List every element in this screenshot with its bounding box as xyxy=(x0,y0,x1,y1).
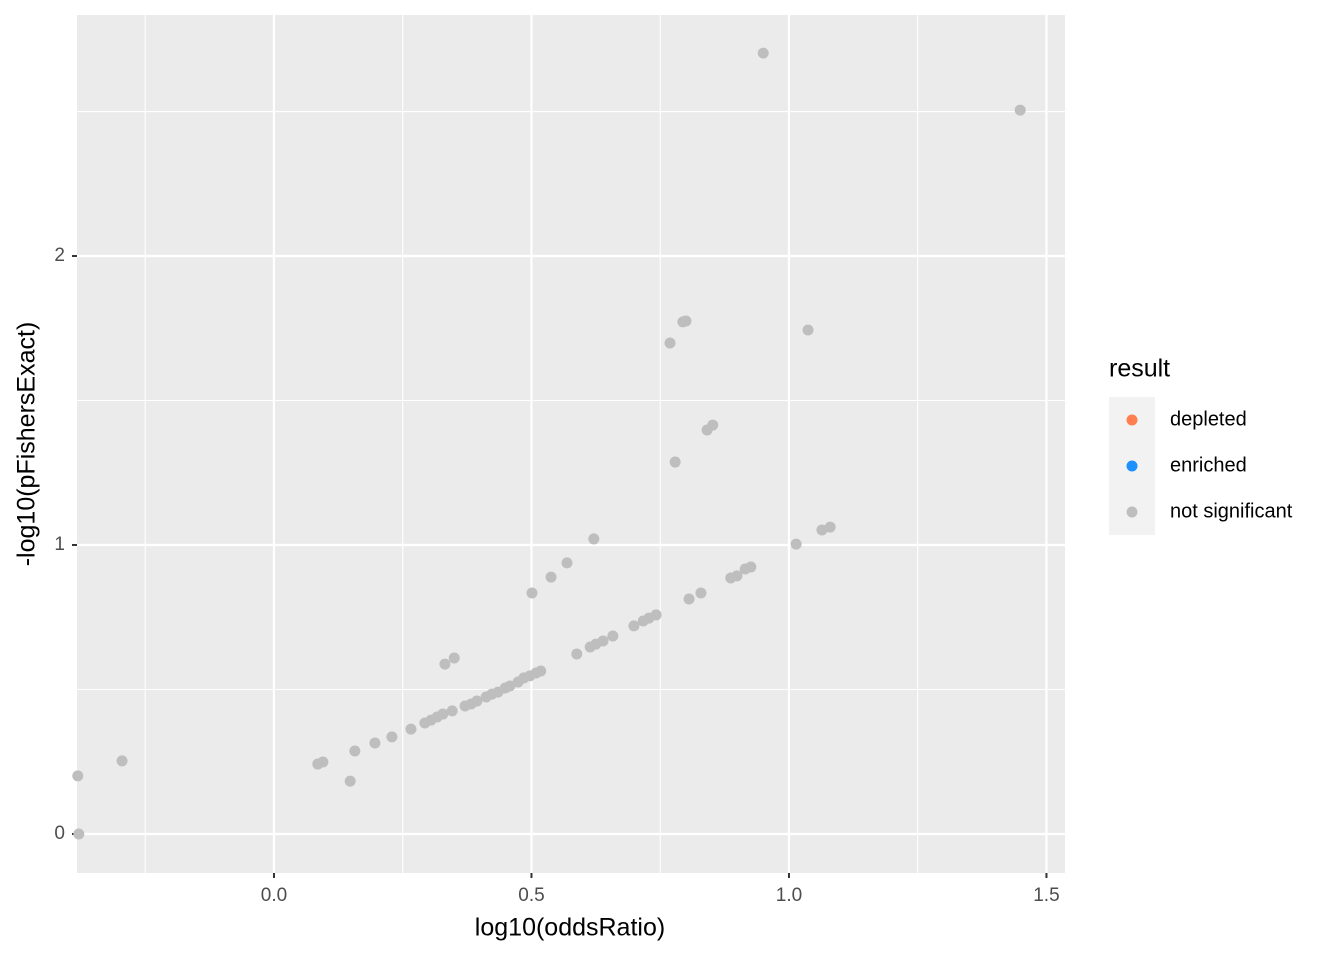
y-tick-label: 1 xyxy=(54,534,65,555)
point xyxy=(448,652,460,664)
point xyxy=(802,324,814,336)
point xyxy=(628,620,640,632)
legend-label: depleted xyxy=(1170,408,1247,430)
point xyxy=(677,316,689,328)
point xyxy=(757,47,769,59)
point xyxy=(526,587,538,599)
point xyxy=(701,424,713,436)
point xyxy=(588,533,600,545)
point xyxy=(571,648,583,660)
x-tick-label: 0.0 xyxy=(261,885,287,906)
point xyxy=(419,717,431,729)
y-axis-title: -log10(pFishersExact) xyxy=(13,322,41,567)
point xyxy=(439,658,451,670)
point xyxy=(446,705,458,717)
point xyxy=(116,755,128,767)
legend-label: enriched xyxy=(1170,454,1247,476)
point xyxy=(669,456,681,468)
point xyxy=(816,524,828,536)
point xyxy=(369,737,381,749)
legend-symbol xyxy=(1126,506,1138,518)
point xyxy=(739,563,751,575)
point xyxy=(72,770,84,782)
point xyxy=(584,641,596,653)
point xyxy=(512,676,524,688)
x-axis-title: log10(oddsRatio) xyxy=(475,914,665,942)
point xyxy=(637,615,649,627)
point xyxy=(459,700,471,712)
point xyxy=(386,731,398,743)
point xyxy=(725,572,737,584)
point xyxy=(349,745,361,757)
x-tick-label: 0.5 xyxy=(518,885,544,906)
panel-background xyxy=(77,15,1065,873)
y-tick-label: 0 xyxy=(54,823,65,844)
point xyxy=(73,828,85,840)
legend-label: not significant xyxy=(1170,500,1293,522)
point xyxy=(695,587,707,599)
legend-symbol xyxy=(1126,414,1138,426)
point xyxy=(561,557,573,569)
point xyxy=(405,723,417,735)
y-tick-label: 2 xyxy=(54,245,65,266)
x-tick-label: 1.5 xyxy=(1033,885,1059,906)
legend-title: result xyxy=(1109,355,1170,383)
point xyxy=(607,630,619,642)
point xyxy=(1014,104,1026,116)
point xyxy=(312,758,324,770)
point xyxy=(545,571,557,583)
point xyxy=(664,337,676,349)
point xyxy=(480,691,492,703)
point xyxy=(790,538,802,550)
x-tick-label: 1.0 xyxy=(776,885,802,906)
legend-symbol xyxy=(1126,460,1138,472)
point xyxy=(344,775,356,787)
point xyxy=(683,593,695,605)
